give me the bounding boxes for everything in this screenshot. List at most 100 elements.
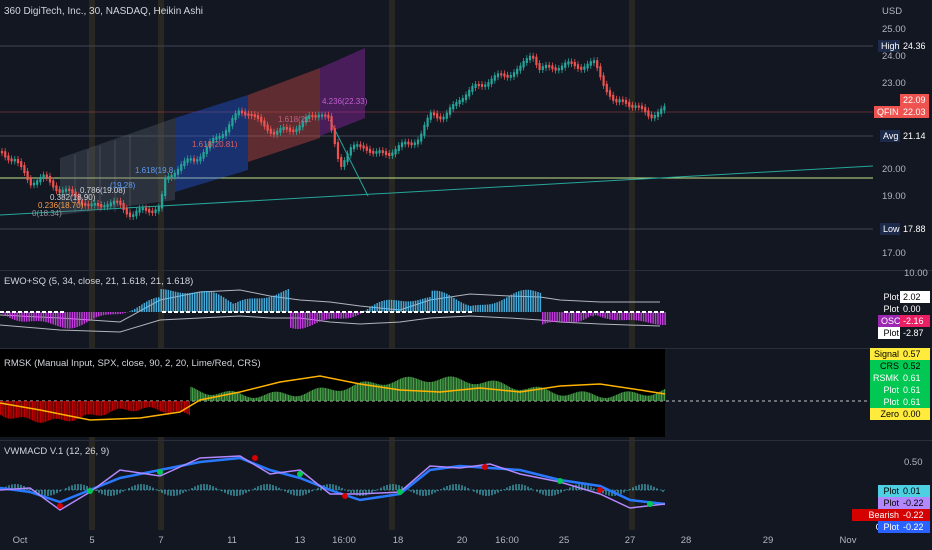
squeeze-dot <box>606 311 610 313</box>
squeeze-dot <box>174 311 178 313</box>
ewo-bar <box>256 298 258 312</box>
ewo-bar <box>57 312 59 327</box>
ewo-bar <box>282 291 285 312</box>
ewo-bar <box>491 303 494 312</box>
ewo-bar <box>405 301 407 312</box>
candle <box>135 210 138 217</box>
ewo-bar <box>172 291 174 312</box>
rmsk-bar <box>190 386 192 401</box>
ewo-bar <box>323 312 326 321</box>
rmsk-bar <box>220 392 222 401</box>
ewo-bar <box>52 312 54 325</box>
squeeze-dot <box>372 311 376 313</box>
rmsk-bar <box>363 381 365 401</box>
rmsk-bar <box>104 401 106 415</box>
rmsk-bar <box>302 394 304 401</box>
rmsk-bar <box>612 396 614 401</box>
ewo-bar <box>563 312 566 323</box>
ewo-bar <box>208 291 210 312</box>
rmsk-bar <box>476 384 478 401</box>
rmsk-bar <box>537 386 539 401</box>
rmsk-bar <box>43 401 45 423</box>
candle <box>330 116 333 131</box>
pane-separator[interactable] <box>0 270 932 271</box>
ewo-bar <box>261 298 263 312</box>
candle <box>589 61 592 66</box>
rmsk-bar <box>203 393 205 401</box>
rmsk-bar <box>526 388 528 401</box>
rmsk-bar <box>636 393 638 401</box>
candle <box>525 58 528 63</box>
rmsk-bar <box>22 401 24 418</box>
candle <box>218 135 221 139</box>
fib-channel <box>175 95 248 192</box>
rmsk-bar <box>273 391 275 401</box>
rmsk-bar <box>300 395 302 401</box>
squeeze-dot <box>252 311 256 313</box>
candle <box>157 206 160 212</box>
candle <box>528 55 532 61</box>
rmsk-bar <box>409 376 411 401</box>
rmsk-bar <box>488 381 490 401</box>
rmsk-bar <box>416 378 418 401</box>
rmsk-bar <box>246 396 248 401</box>
ewo-bar <box>662 312 664 326</box>
ewo-bar <box>316 312 318 323</box>
ewo-bar <box>309 312 311 327</box>
vwmacd-legend-label: Plot <box>878 485 902 497</box>
rmsk-bar <box>345 389 347 401</box>
time-label: 16:00 <box>495 535 519 546</box>
candle <box>493 75 496 81</box>
rmsk-bar <box>435 380 437 401</box>
candle <box>461 98 464 102</box>
rmsk-bar <box>67 401 69 422</box>
ewo-bar <box>148 300 150 312</box>
rmsk-bar <box>606 397 608 401</box>
rmsk-bar <box>147 401 149 408</box>
ewo-bar <box>450 296 453 312</box>
rmsk-bar <box>620 392 622 401</box>
rmsk-bar <box>161 401 163 412</box>
rmsk-bar <box>49 401 51 421</box>
candle <box>125 208 128 215</box>
rmsk-bar <box>659 391 661 401</box>
rmsk-bar <box>176 401 178 412</box>
rmsk-bar <box>65 401 67 421</box>
squeeze-dot <box>228 311 232 313</box>
ewo-bar <box>263 298 266 312</box>
ewo-bar <box>153 298 155 312</box>
rmsk-bar <box>158 401 160 411</box>
pane-separator[interactable] <box>0 440 932 441</box>
rmsk-bar <box>137 401 139 411</box>
squeeze-dot <box>12 311 16 313</box>
candle <box>612 94 615 101</box>
time-label: 7 <box>158 535 164 546</box>
price-axis[interactable]: USD 25.00 24.00 23.00 20.00 19.00 17.00 <box>874 0 932 270</box>
ewo-bar <box>220 295 222 312</box>
rmsk-bar <box>172 401 174 412</box>
ewo-bar <box>278 293 280 312</box>
candle <box>269 128 272 134</box>
rmsk-bar <box>377 384 379 401</box>
candle <box>474 83 477 88</box>
candle <box>384 151 388 155</box>
ewo-bar <box>292 312 294 329</box>
ewo-bar <box>539 292 542 312</box>
squeeze-dot <box>384 311 388 313</box>
squeeze-dot <box>312 311 316 313</box>
ewo-bar <box>585 312 587 319</box>
ewo-bar <box>16 312 18 321</box>
rmsk-background <box>0 349 665 437</box>
rmsk-bar <box>580 391 582 401</box>
rmsk-bar <box>404 377 406 401</box>
fib-channel <box>60 118 175 215</box>
pane-separator[interactable] <box>0 348 932 349</box>
last-price-tag: 22.09 <box>900 94 929 106</box>
rmsk-bar <box>123 401 125 410</box>
rmsk-bar <box>616 394 618 401</box>
ewo-bar <box>410 301 412 312</box>
candle <box>285 126 288 130</box>
ewo-bar <box>177 292 179 312</box>
ewo-bar <box>501 300 503 312</box>
